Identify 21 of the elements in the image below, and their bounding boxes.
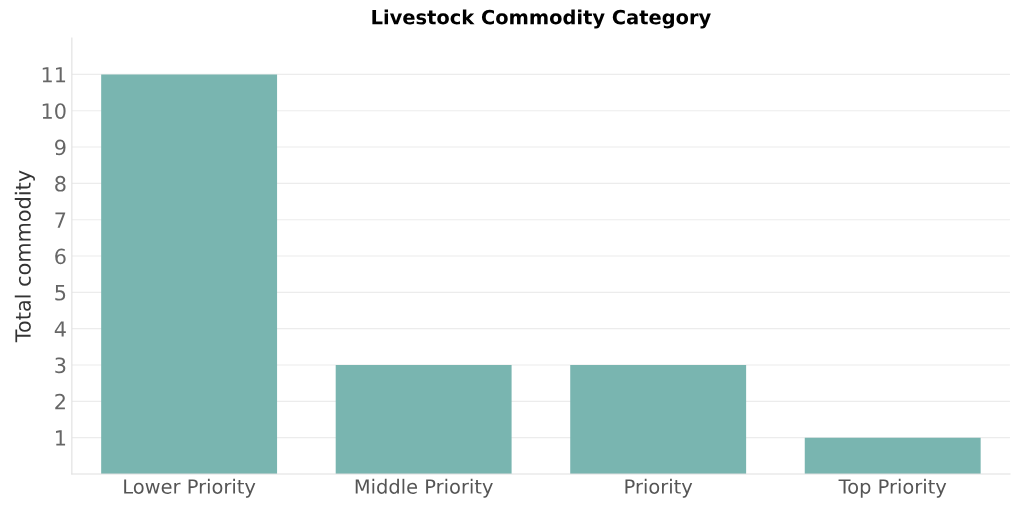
y-tick-label: 11	[42, 67, 66, 83]
y-tick-label: 10	[42, 103, 66, 119]
x-tick-label: Top Priority	[838, 478, 947, 498]
bar	[804, 437, 981, 474]
x-tick-label: Priority	[625, 478, 693, 498]
y-tick-label: 2	[55, 393, 65, 410]
y-tick-label: 6	[55, 248, 66, 265]
y-tick-label: 3	[55, 357, 66, 374]
y-tick-label: 9	[55, 139, 66, 156]
bar	[335, 365, 512, 474]
y-tick-label: 4	[54, 321, 66, 337]
chart-title: Livestock Commodity Category	[372, 9, 711, 29]
bar	[101, 74, 278, 474]
bar	[570, 365, 747, 474]
y-axis-title: Total commodity	[14, 170, 35, 343]
x-tick-label: Middle Priority	[355, 478, 493, 498]
y-tick-label: 8	[55, 175, 66, 192]
y-tick-label: 7	[55, 212, 66, 228]
y-tick-label: 1	[56, 430, 66, 446]
x-tick-label: Lower Priority	[124, 478, 256, 498]
y-tick-label: 5	[55, 285, 66, 301]
